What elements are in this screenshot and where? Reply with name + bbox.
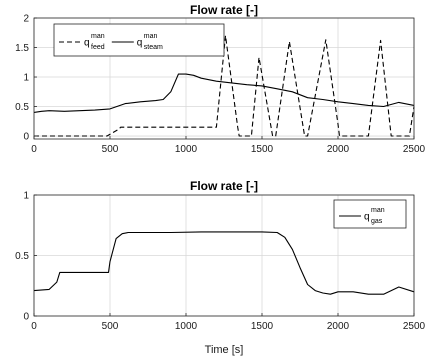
x-tick-label: 1500: [251, 144, 274, 155]
x-tick-label: 1500: [251, 321, 274, 332]
chart-2: 0 500 1000 1500 2000 2500 0 0.5 1 Flow rate [-] Ti…: [15, 179, 425, 356]
y-tick-label: 1: [23, 191, 29, 202]
legend-label-feed: q: [84, 38, 90, 49]
x-tick-label: 2500: [403, 321, 426, 332]
y-tick-label: 0.5: [15, 102, 29, 113]
legend-label-gas: q: [364, 212, 370, 223]
legend-label-sup: man: [144, 33, 158, 40]
legend-label-sup: man: [91, 33, 105, 40]
x-tick-label: 1000: [175, 321, 198, 332]
legend-label-sub: gas: [371, 218, 383, 225]
x-tick-label: 2000: [327, 144, 350, 155]
x-tick-label: 0: [31, 144, 37, 155]
x-tick-label: 0: [31, 321, 37, 332]
axes-frame: [33, 17, 415, 140]
x-tick-label: 500: [102, 144, 119, 155]
series-line-gas: [33, 231, 415, 295]
y-tick-label: 1: [23, 73, 29, 84]
y-tick-label: 0: [23, 312, 29, 323]
legend-label-sup: man: [371, 207, 385, 214]
x-tick-label: 2500: [403, 144, 426, 155]
legend-label-sub: feed: [91, 44, 105, 51]
x-tick-label: 2000: [327, 321, 350, 332]
chart-1: 0 500 1000 1500 2000 2500 0 0.5 1 1.5 2 Flow rate […: [15, 3, 425, 155]
chart-title: Flow rate [-]: [190, 179, 258, 193]
legend-box: [333, 199, 407, 229]
y-tick-label: 1.5: [15, 43, 29, 54]
x-tick-label: 500: [102, 321, 119, 332]
y-tick-label: 0: [23, 132, 29, 143]
x-axis-label: Time [s]: [205, 344, 244, 356]
x-tick-label: 1000: [175, 144, 198, 155]
series-line-feed: [34, 35, 415, 137]
legend-label-steam: q: [137, 38, 143, 49]
y-tick-label: 2: [23, 14, 29, 25]
y-tick-label: 0.5: [15, 251, 29, 262]
chart-title: Flow rate [-]: [190, 3, 258, 17]
legend-box: [53, 23, 225, 57]
series-line-steam: [33, 73, 415, 113]
legend-label-sub: steam: [144, 44, 163, 51]
